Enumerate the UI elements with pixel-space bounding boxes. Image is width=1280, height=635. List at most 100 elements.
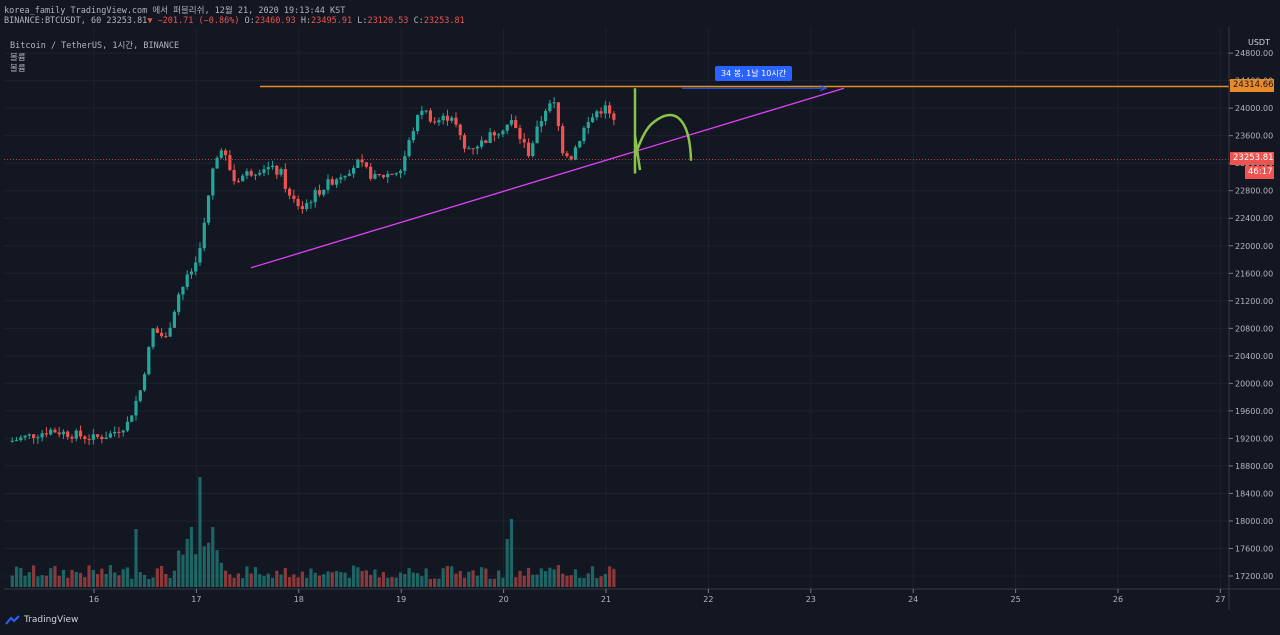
volume-bar	[492, 578, 496, 587]
candle-body	[296, 199, 300, 207]
drawings	[4, 85, 1229, 269]
volume-bar	[424, 568, 428, 587]
volume-bar	[44, 575, 48, 587]
x-tick-label: 17	[191, 595, 201, 604]
candle-body	[288, 188, 292, 196]
volume-bar	[334, 571, 339, 587]
candle-body	[441, 115, 445, 121]
volume-bar	[202, 546, 206, 587]
open-label: O:	[244, 16, 255, 26]
volume-bar	[339, 572, 343, 587]
volume-bar	[279, 574, 283, 587]
y-tick-label: 17600.00	[1235, 544, 1273, 553]
volume-bar	[142, 574, 147, 587]
x-tick-label: 22	[703, 595, 713, 604]
price-chart[interactable]: 17200.00 17600.00 18000.00 18400.00 18800.00…	[4, 27, 1280, 610]
candle-body	[484, 140, 488, 144]
volume-bar	[526, 567, 531, 587]
legend-volume-1: 볼륨	[10, 53, 26, 63]
volume-bar	[87, 565, 91, 587]
volume-bar	[420, 576, 424, 587]
candle-body	[283, 169, 287, 189]
volume-bars	[10, 477, 616, 587]
candle-body	[373, 174, 377, 179]
volume-bar	[535, 574, 539, 587]
candle-body	[57, 432, 61, 435]
volume-bar	[108, 565, 112, 587]
volume-bar	[53, 566, 57, 587]
volume-bar	[322, 574, 326, 587]
volume-bar	[181, 554, 185, 587]
candle-body	[236, 181, 240, 183]
candle-body	[501, 130, 505, 135]
candle-body	[87, 439, 91, 441]
volume-bar	[91, 570, 95, 587]
y-tick-label: 18400.00	[1235, 489, 1273, 498]
x-tick-label: 21	[601, 595, 611, 604]
candle-body	[224, 150, 228, 156]
volume-bar	[215, 550, 219, 587]
volume-bar	[275, 570, 279, 587]
volume-bar	[27, 572, 31, 587]
candle-body	[339, 177, 343, 180]
candle-body	[330, 179, 334, 185]
tradingview-brand[interactable]: TradingView	[5, 615, 78, 625]
candle-body	[258, 172, 262, 175]
candle-body	[334, 179, 339, 185]
volume-bar	[612, 568, 616, 587]
candle-body	[343, 175, 347, 178]
volume-bar	[480, 567, 484, 587]
volume-bar	[608, 566, 612, 587]
candle-body	[241, 175, 245, 182]
candle-body	[96, 434, 100, 437]
volume-bar	[219, 562, 223, 587]
candle-body	[185, 274, 189, 287]
candle-body	[454, 117, 458, 125]
ohlc-line: BINANCE:BTCUSDT, 60 23253.81▼ −201.71 (−…	[4, 16, 465, 26]
volume-bar	[23, 575, 27, 587]
candle-body	[428, 110, 432, 122]
candle-body	[514, 120, 518, 129]
candle-body	[582, 127, 586, 142]
y-tick-label: 22000.00	[1235, 242, 1273, 251]
candle-body	[599, 111, 603, 114]
volume-bar	[313, 572, 317, 587]
candle-body	[245, 171, 249, 176]
candle-body	[526, 142, 531, 157]
candle-body	[113, 431, 117, 434]
candle-body	[305, 203, 309, 209]
volume-bar	[177, 550, 181, 587]
change-value: −201.71 (−0.86%)	[157, 16, 240, 26]
volume-bar	[296, 577, 300, 587]
volume-bar	[49, 568, 53, 587]
volume-bar	[134, 529, 138, 587]
candle-body	[561, 126, 565, 154]
volume-bar	[83, 577, 87, 587]
volume-bar	[450, 566, 454, 587]
candle-body	[142, 374, 147, 391]
volume-bar	[531, 574, 535, 587]
candle-body	[10, 440, 14, 442]
volume-bar	[160, 565, 164, 587]
measure-label[interactable]: 34 봉, 1날 10시간	[715, 66, 793, 81]
high-label: H:	[300, 16, 312, 26]
candle-body	[467, 148, 471, 150]
low-label: L:	[357, 16, 368, 26]
volume-bar	[484, 568, 488, 587]
volume-bar	[569, 575, 573, 587]
volume-bar	[121, 569, 125, 587]
y-tick-label: 20800.00	[1235, 324, 1273, 333]
y-tick-label: 23600.00	[1235, 132, 1273, 141]
volume-bar	[266, 573, 270, 587]
volume-bar	[330, 572, 334, 587]
currency-label: USDT	[1248, 38, 1270, 47]
candle-body	[509, 120, 514, 125]
rounded-top-arc	[633, 113, 693, 162]
volume-bar	[96, 573, 100, 587]
candle-body	[433, 121, 437, 123]
volume-bar	[172, 570, 176, 587]
volume-bar	[454, 573, 458, 587]
candle-body	[53, 429, 57, 433]
candle-body	[458, 124, 462, 136]
candle-body	[492, 132, 496, 136]
